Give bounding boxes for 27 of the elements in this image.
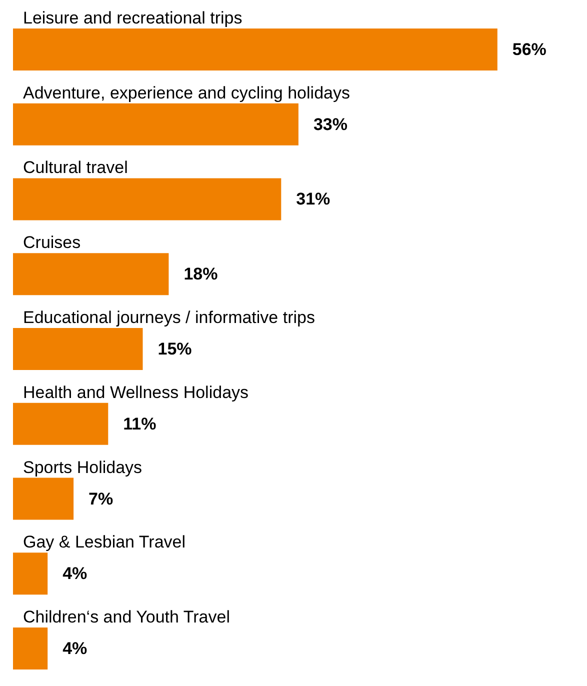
bar xyxy=(13,402,108,445)
bar xyxy=(13,253,169,296)
data-label: 7% xyxy=(88,489,114,508)
data-label: 33% xyxy=(313,114,348,134)
y-tick-label: Educational journeys / informative trips xyxy=(23,308,315,327)
y-tick-label: Gay & Lesbian Travel xyxy=(23,532,186,552)
bar xyxy=(13,178,282,220)
y-tick-label: Cruises xyxy=(23,233,81,252)
data-label: 4% xyxy=(62,564,88,584)
y-tick-label: Adventure, experience and cycling holidays xyxy=(23,83,350,102)
bar xyxy=(13,478,74,520)
y-tick-label: Sports Holidays xyxy=(23,458,142,477)
bar xyxy=(13,628,48,670)
y-tick-label: Health and Wellness Holidays xyxy=(23,382,249,402)
bar xyxy=(13,552,48,595)
data-label: 15% xyxy=(158,340,192,358)
bar xyxy=(13,103,298,146)
bar xyxy=(13,328,143,370)
data-label: 56% xyxy=(512,40,546,59)
data-label: 11% xyxy=(123,414,156,434)
data-label: 31% xyxy=(296,190,330,209)
y-tick-label: Children‘s and Youth Travel xyxy=(23,608,230,627)
data-label: 18% xyxy=(184,264,218,284)
bar xyxy=(13,28,498,70)
y-tick-label: Leisure and recreational trips xyxy=(23,8,242,28)
y-tick-label: Cultural travel xyxy=(23,158,128,178)
data-label: 4% xyxy=(62,639,88,658)
